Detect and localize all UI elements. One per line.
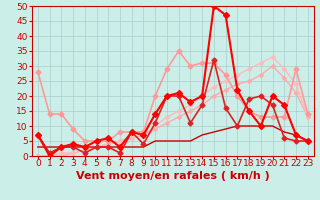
X-axis label: Vent moyen/en rafales ( km/h ): Vent moyen/en rafales ( km/h ) [76,171,270,181]
